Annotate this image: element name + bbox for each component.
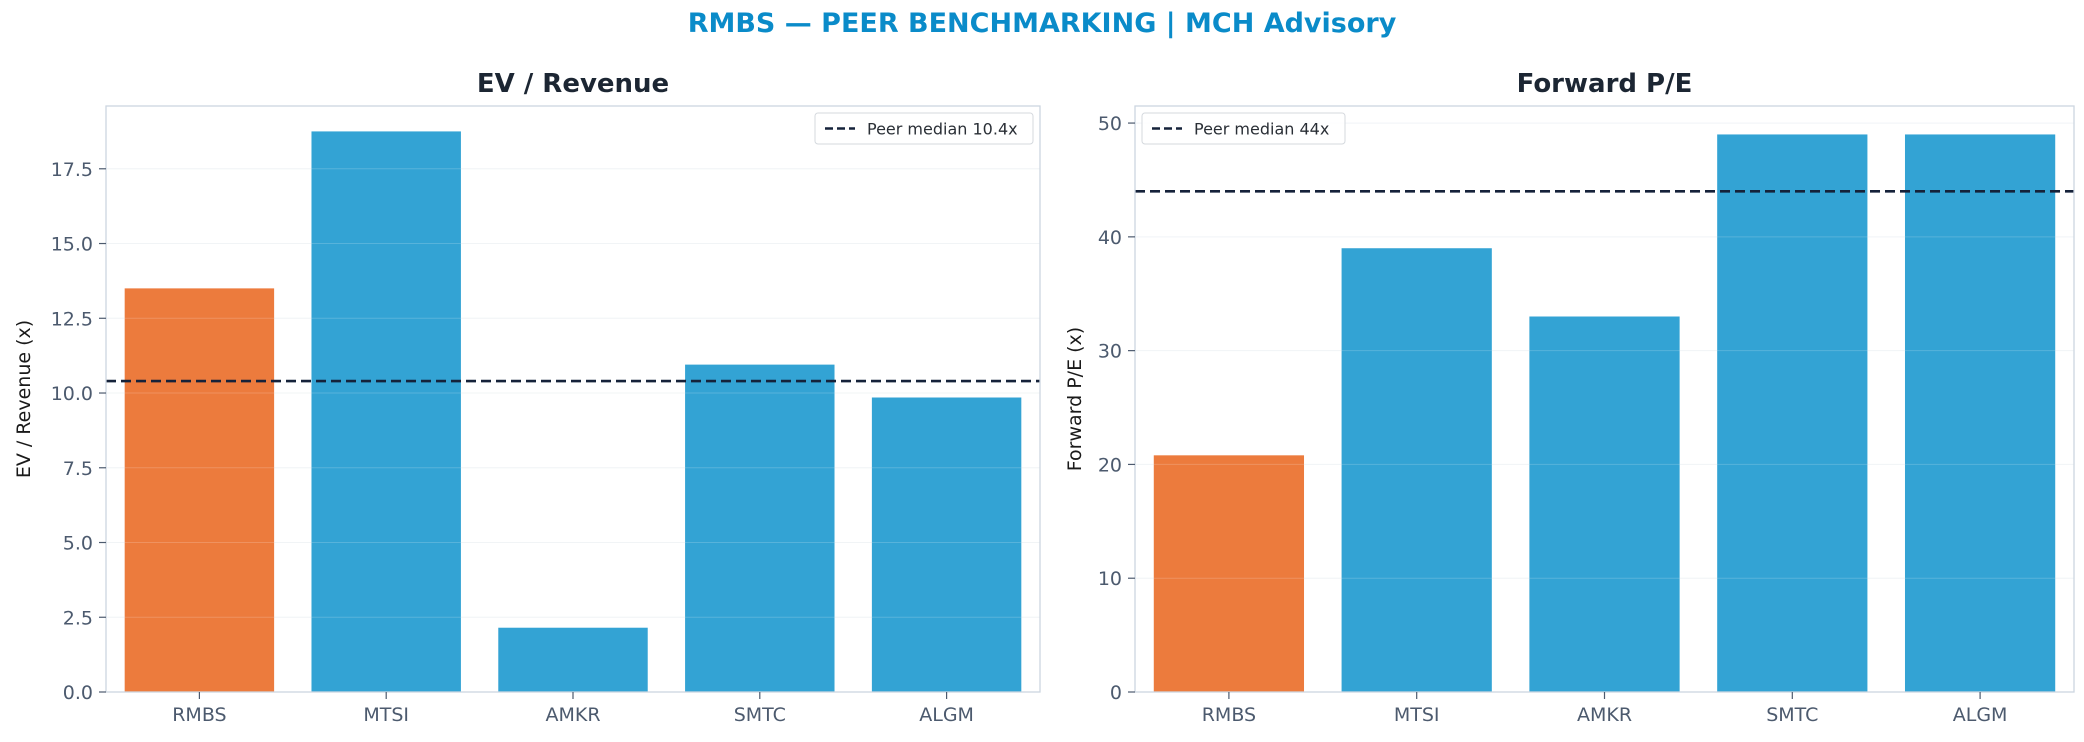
x-tick-label: ALGM	[919, 704, 974, 726]
bar-rmbs	[1153, 455, 1305, 692]
x-tick-label: MTSI	[363, 704, 409, 726]
legend-box	[814, 112, 1034, 145]
y-tick-label: 20	[1098, 454, 1122, 476]
chart-panel-2: 0 10 20 30 40 50 RMBS MTSI AMKR SMTC ALGM Forward P…	[1064, 69, 2075, 726]
y-tick-label: 0.0	[63, 682, 93, 704]
x-tick-label: RMBS	[172, 704, 226, 726]
y-tick-label: 15.0	[51, 234, 93, 256]
y-tick-label: 10.0	[51, 383, 93, 405]
bar-smtc	[1717, 134, 1868, 693]
x-tick-label: RMBS	[1202, 704, 1256, 726]
bar-algm	[1904, 134, 2056, 693]
x-tick-label: AMKR	[1577, 704, 1632, 726]
bar-mtsi	[1341, 248, 1492, 692]
x-tick-label: AMKR	[545, 704, 600, 726]
bar-amkr	[498, 627, 648, 692]
chart-title: Forward P/E	[1517, 69, 1693, 99]
chart-panel-1: 0.0 2.5 5.0 7.5 10.0 12.5 15.0 17.5 RMBS MTSI AMKR…	[13, 69, 1041, 726]
x-tick-label: ALGM	[1953, 704, 2008, 726]
bar-algm	[871, 397, 1022, 692]
x-tick-label: SMTC	[734, 704, 786, 726]
y-tick-label: 7.5	[63, 458, 93, 480]
bar-rmbs	[124, 288, 275, 692]
figure-title: RMBS — PEER BENCHMARKING | MCH Advisory	[687, 8, 1397, 39]
y-tick-label: 30	[1098, 341, 1122, 363]
y-tick-label: 12.5	[51, 308, 93, 330]
legend-box	[1141, 112, 1346, 145]
bar-smtc	[685, 364, 835, 692]
y-tick-label: 5.0	[63, 533, 93, 555]
chart-title: EV / Revenue	[477, 69, 669, 99]
legend-label: Peer median 10.4x	[867, 120, 1018, 139]
legend: Peer median 44x	[1141, 112, 1346, 145]
y-tick-label: 17.5	[51, 159, 93, 181]
y-axis-label: EV / Revenue (x)	[13, 320, 35, 478]
y-tick-label: 50	[1098, 113, 1122, 135]
y-tick-label: 0	[1110, 682, 1122, 704]
legend: Peer median 10.4x	[814, 112, 1034, 145]
y-tick-label: 10	[1098, 568, 1122, 590]
legend-label: Peer median 44x	[1194, 120, 1329, 139]
x-tick-label: SMTC	[1766, 704, 1818, 726]
y-tick-label: 40	[1098, 227, 1122, 249]
y-axis-label: Forward P/E (x)	[1064, 327, 1086, 471]
y-tick-label: 2.5	[63, 607, 93, 629]
x-tick-label: MTSI	[1394, 704, 1440, 726]
bar-mtsi	[311, 131, 461, 692]
bar-amkr	[1529, 316, 1680, 692]
